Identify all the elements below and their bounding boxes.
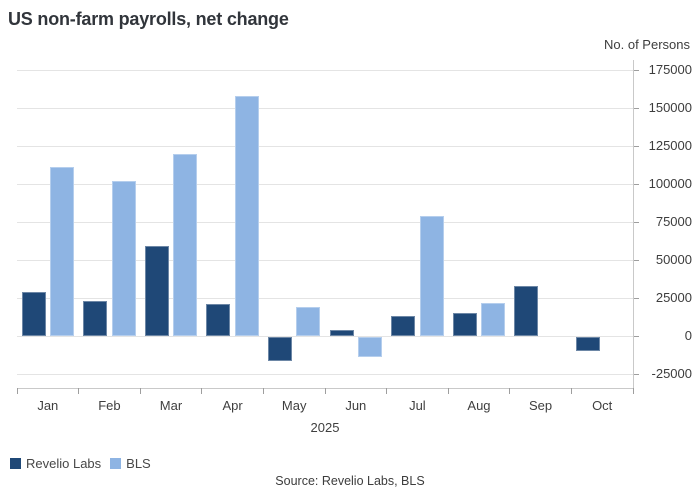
legend-item-bls[interactable]: BLS [110, 456, 151, 471]
gridline--25000 [17, 373, 633, 375]
y-axis-tick-25000 [633, 297, 639, 299]
y-axis-label-0: 0 [684, 328, 692, 343]
y-axis-tick--25000 [633, 373, 639, 375]
gridline-175000 [17, 69, 633, 71]
y-axis-label-175000: 175000 [648, 62, 692, 77]
x-axis-tick-0 [16, 388, 18, 394]
y-axis-tick-75000 [633, 221, 639, 223]
chart-title: US non-farm payrolls, net change [8, 9, 289, 29]
bar-bls-apr[interactable] [234, 95, 259, 336]
bar-bls-jan[interactable] [50, 167, 75, 336]
y-axis-label-25000: 25000 [655, 290, 692, 305]
legend-item-revelio-labs[interactable]: Revelio Labs [10, 456, 101, 471]
gridline-50000 [17, 259, 633, 261]
y-axis-label-100000: 100000 [648, 176, 692, 191]
bar-revelio-labs-oct[interactable] [575, 337, 600, 351]
legend-label-revelio-labs: Revelio Labs [26, 456, 102, 471]
x-axis-label-sep: Sep [529, 398, 553, 413]
y-axis-label--25000: -25000 [651, 366, 692, 381]
bar-revelio-labs-jul[interactable] [391, 316, 416, 336]
x-axis-tick-10 [632, 388, 634, 394]
x-axis-label-jun: Jun [345, 398, 367, 413]
x-axis-tick-5 [324, 388, 326, 394]
bar-bls-may[interactable] [296, 307, 321, 336]
x-axis-tick-2 [139, 388, 141, 394]
gridline-150000 [17, 107, 633, 109]
x-axis-label-aug: Aug [467, 398, 491, 413]
legend-swatch-revelio-labs [10, 458, 21, 469]
x-axis-line [17, 387, 634, 389]
x-axis-tick-1 [78, 388, 80, 394]
bar-revelio-labs-apr[interactable] [206, 304, 231, 336]
x-axis-label-feb: Feb [98, 398, 121, 413]
y-axis-title: No. of Persons [604, 37, 690, 52]
legend-swatch-bls [110, 458, 122, 469]
x-axis-tick-8 [509, 388, 511, 394]
bar-revelio-labs-aug[interactable] [452, 313, 477, 336]
y-axis-tick-125000 [633, 145, 639, 147]
x-axis-label-may: May [281, 398, 307, 413]
y-axis-label-75000: 75000 [655, 214, 692, 229]
x-axis-label-oct: Oct [592, 398, 613, 413]
bar-revelio-labs-mar[interactable] [144, 246, 169, 336]
y-axis-line [632, 60, 634, 388]
y-axis-label-150000: 150000 [648, 100, 692, 115]
bar-bls-mar[interactable] [173, 153, 198, 336]
y-axis-label-125000: 125000 [648, 138, 692, 153]
x-axis-year-label: 2025 [310, 420, 340, 435]
y-axis-label-50000: 50000 [655, 252, 692, 267]
gridline-100000 [17, 183, 633, 185]
bar-bls-jul[interactable] [419, 215, 444, 336]
x-axis-tick-9 [570, 388, 572, 394]
x-axis-tick-3 [201, 388, 203, 394]
y-axis-tick-100000 [633, 183, 639, 185]
bar-bls-feb[interactable] [111, 180, 136, 336]
bar-revelio-labs-jun[interactable] [329, 329, 354, 336]
y-axis-tick-0 [633, 335, 639, 337]
y-axis-tick-150000 [633, 107, 639, 109]
bar-revelio-labs-may[interactable] [267, 337, 292, 362]
x-axis-label-mar: Mar [159, 398, 183, 413]
gridline-125000 [17, 145, 633, 147]
y-axis-tick-175000 [633, 69, 639, 71]
bar-bls-aug[interactable] [481, 302, 506, 336]
x-axis-label-jan: Jan [37, 398, 59, 413]
gridline-0 [17, 335, 633, 337]
gridline-75000 [17, 221, 633, 223]
bar-revelio-labs-jan[interactable] [21, 291, 46, 336]
source-note: Source: Revelio Labs, BLS [275, 474, 425, 488]
bar-revelio-labs-sep[interactable] [514, 285, 539, 336]
legend: Revelio Labs BLS [10, 456, 160, 471]
x-axis-tick-6 [386, 388, 388, 394]
legend-label-bls: BLS [126, 456, 151, 471]
gridline-25000 [17, 297, 633, 299]
x-axis-tick-7 [447, 388, 449, 394]
x-axis-label-jul: Jul [409, 398, 426, 413]
x-axis-label-apr: Apr [222, 398, 243, 413]
x-axis-tick-4 [262, 388, 264, 394]
bar-revelio-labs-feb[interactable] [83, 301, 108, 336]
bar-bls-jun[interactable] [358, 337, 383, 357]
y-axis-tick-50000 [633, 259, 639, 261]
